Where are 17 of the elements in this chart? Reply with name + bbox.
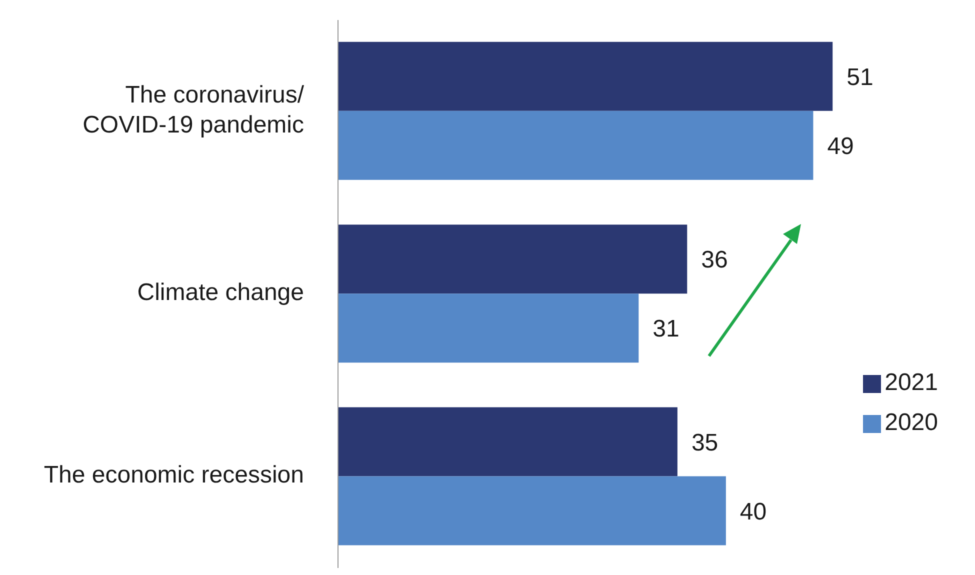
data-label: 49	[827, 132, 854, 160]
bar	[338, 110, 814, 180]
bar	[338, 476, 726, 546]
bar	[338, 407, 678, 476]
data-label: 31	[652, 316, 680, 343]
legend-label: 2020	[884, 409, 938, 436]
data-label: 40	[740, 498, 767, 526]
legend-label: 2021	[884, 369, 938, 396]
data-label: 35	[691, 429, 718, 456]
bar	[338, 224, 688, 294]
data-label: 51	[846, 64, 874, 91]
data-label: 36	[701, 246, 728, 274]
y-tick-label: The coronavirus/ COVID-19 pandemic	[82, 82, 304, 139]
y-tick-label: The economic recession	[44, 462, 304, 490]
bar	[338, 294, 639, 363]
y-tick-label: Climate change	[137, 279, 304, 306]
bar	[338, 42, 833, 111]
